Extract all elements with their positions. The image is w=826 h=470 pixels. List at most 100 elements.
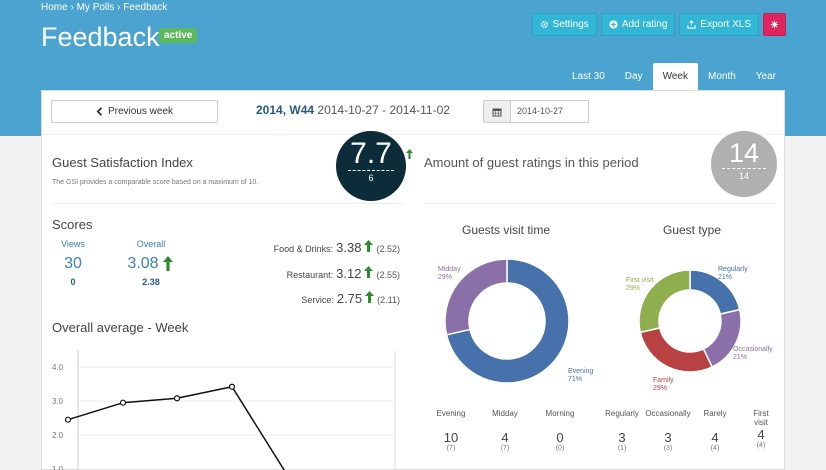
toolbar: Settings Add rating Export XLS (531, 13, 786, 36)
legend-count: (3) (663, 445, 673, 452)
donut-slice-family (639, 327, 714, 373)
arrow-up-icon (163, 256, 173, 271)
legend-rarely: Rarely 4 (4) (690, 409, 740, 452)
metric-previous: (2.55) (376, 270, 400, 280)
metric-label: Food & Drinks: (273, 244, 334, 254)
calendar-button[interactable] (483, 100, 511, 123)
metric-value: 3.38 (336, 240, 362, 255)
ratings-divider (722, 168, 766, 169)
tab-week[interactable]: Week (652, 63, 698, 90)
plus-circle-icon (609, 20, 618, 29)
gsi-value: 7.7 (350, 137, 392, 170)
week-number: 2014, W44 (256, 103, 315, 117)
settings-label: Settings (552, 19, 589, 30)
period-tabs: Last 30 Day Week Month Year (562, 63, 786, 90)
calendar-icon (492, 108, 502, 116)
legend-first-visit: First visit 4 (4) (736, 409, 786, 449)
date-picker (483, 100, 589, 123)
series-line (67, 385, 285, 470)
arrow-up-icon (364, 240, 374, 252)
chart-label-evening: Evening 71% (568, 368, 593, 384)
tab-last-30[interactable]: Last 30 (571, 71, 605, 82)
tab-month[interactable]: Month (707, 71, 736, 82)
tab-day[interactable]: Day (624, 71, 643, 82)
chart-label-first-visit: First visit 29% (626, 277, 654, 293)
action-button[interactable] (763, 13, 786, 36)
slice-percent: 71% (568, 376, 583, 383)
breadcrumb-my-polls[interactable]: My Polls (76, 2, 115, 13)
legend-occasionally: Occasionally 3 (3) (643, 409, 693, 452)
legend-value: 3 (664, 430, 672, 445)
page-title: Feedback (41, 22, 160, 52)
divider (52, 203, 404, 204)
y-tick-label: 4.0 (52, 363, 64, 372)
legend-count: (4) (756, 442, 766, 449)
views-value: 30 (64, 255, 82, 272)
arrow-up-icon (365, 291, 375, 303)
donut-slice-midday (444, 258, 508, 336)
donut-slice-first-visit (638, 269, 691, 334)
visit-time-donut-chart (444, 258, 570, 384)
y-tick-label: 2.0 (52, 431, 64, 440)
legend-count: (1) (617, 445, 627, 452)
slice-name: Regularly (718, 266, 748, 273)
previous-week-label: Previous week (107, 106, 174, 117)
ratings-count-badge: 14 14 (711, 131, 777, 197)
guest-type-donut-chart (638, 269, 742, 373)
legend-label: Morning (545, 409, 575, 418)
legend-morning: Morning 0 (0) (535, 409, 585, 452)
data-point (173, 395, 181, 402)
legend-count: (0) (555, 445, 565, 452)
week-range: 2014-10-27 - 2014-11-02 (317, 103, 450, 117)
ratings-count: 14 (738, 171, 749, 181)
export-xls-button[interactable]: Export XLS (679, 13, 759, 36)
add-rating-button[interactable]: Add rating (600, 13, 676, 36)
chart-label-family: Family 29% (653, 377, 674, 393)
y-tick-label: 3.0 (52, 397, 64, 406)
status-badge: active (159, 28, 198, 43)
metric-previous: (2.11) (377, 295, 400, 305)
legend-value: 4 (757, 427, 765, 442)
chart-label-midday: Midday 29% (438, 266, 461, 282)
legend-value: 10 (443, 430, 459, 445)
legend-count: (7) (500, 445, 510, 452)
overall-value: 3.08 (127, 255, 159, 272)
y-tick-label: 1.0 (52, 465, 64, 470)
donut-slice-evening (445, 258, 570, 384)
legend-midday: Midday 4 (7) (480, 409, 530, 452)
settings-button[interactable]: Settings (531, 13, 597, 36)
gsi-count: 6 (368, 173, 374, 183)
legend-value: 0 (556, 430, 564, 445)
slice-name: Evening (568, 368, 594, 375)
legend-regularly: Regularly 3 (1) (597, 409, 647, 452)
export-icon (687, 20, 697, 29)
slice-name: Occasionally (733, 346, 773, 353)
gear-icon (540, 20, 548, 29)
gsi-divider (348, 170, 394, 171)
breadcrumb-separator: › (70, 2, 74, 13)
date-input[interactable] (511, 100, 589, 123)
slice-name: Family (653, 377, 674, 384)
tab-year[interactable]: Year (755, 71, 776, 82)
legend-label: Evening (436, 409, 466, 418)
slice-name: Midday (438, 266, 461, 273)
overall-label: Overall (136, 239, 166, 249)
add-rating-label: Add rating (621, 19, 668, 30)
overall-sub: 2.38 (142, 277, 160, 287)
slice-name: First visit (626, 277, 654, 284)
data-point (119, 399, 127, 406)
legend-count: (4) (710, 445, 720, 452)
ratings-value: 14 (728, 138, 760, 168)
legend-evening: Evening 10 (7) (426, 409, 476, 452)
dashboard-panel: Previous week 2014, W44 2014-10-27 - 201… (41, 90, 785, 470)
data-point (228, 383, 236, 390)
overall-average-chart: 4.0 3.0 2.0 1.0 (52, 350, 396, 470)
chart-label-occasionally: Occasionally 21% (733, 346, 773, 362)
data-point (64, 416, 72, 423)
metric-food-drinks: Food & Drinks: 3.38 (2.52) (274, 240, 400, 255)
metric-previous: (2.52) (376, 244, 400, 254)
legend-value: 4 (711, 430, 719, 445)
breadcrumb-home[interactable]: Home (41, 2, 68, 13)
breadcrumb-feedback[interactable]: Feedback (123, 2, 168, 13)
previous-week-button[interactable]: Previous week (51, 100, 218, 123)
